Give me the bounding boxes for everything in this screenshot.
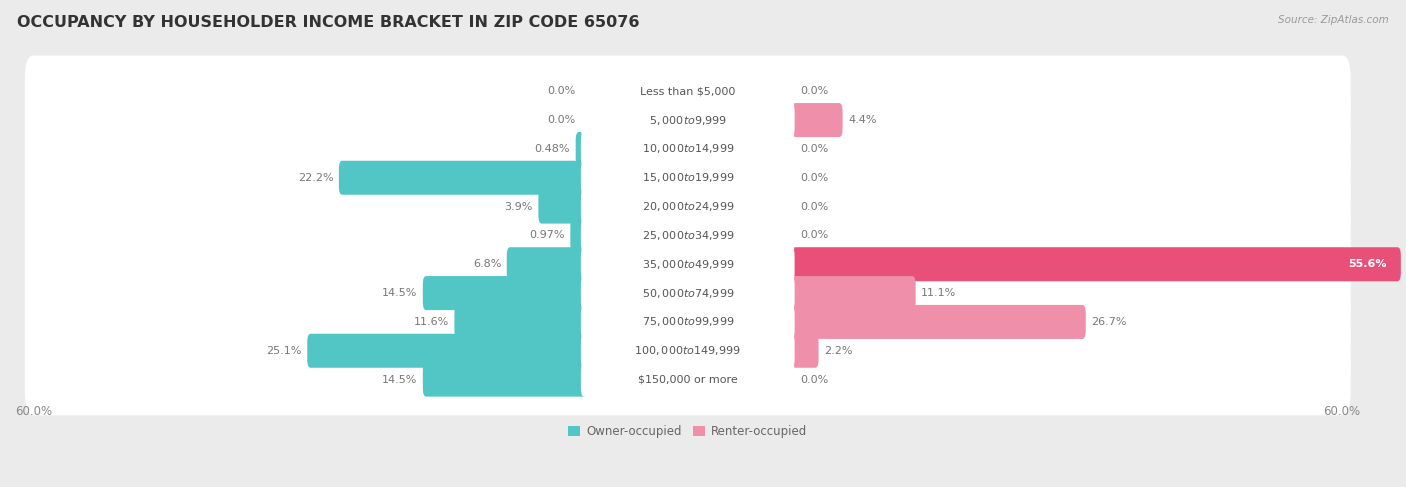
FancyBboxPatch shape: [25, 113, 1351, 185]
Text: 14.5%: 14.5%: [382, 375, 418, 385]
Text: 25.1%: 25.1%: [266, 346, 302, 356]
Text: $75,000 to $99,999: $75,000 to $99,999: [641, 316, 734, 328]
Text: 22.2%: 22.2%: [298, 173, 333, 183]
Text: 6.8%: 6.8%: [472, 259, 502, 269]
Text: $100,000 to $149,999: $100,000 to $149,999: [634, 344, 741, 357]
FancyBboxPatch shape: [575, 132, 588, 166]
FancyBboxPatch shape: [25, 315, 1351, 387]
Text: $20,000 to $24,999: $20,000 to $24,999: [641, 200, 734, 213]
Text: $25,000 to $34,999: $25,000 to $34,999: [641, 229, 734, 242]
FancyBboxPatch shape: [789, 103, 842, 137]
FancyBboxPatch shape: [339, 161, 588, 195]
FancyBboxPatch shape: [789, 276, 915, 310]
FancyBboxPatch shape: [571, 218, 588, 252]
FancyBboxPatch shape: [25, 344, 1351, 415]
Text: 11.6%: 11.6%: [413, 317, 449, 327]
FancyBboxPatch shape: [581, 247, 794, 281]
FancyBboxPatch shape: [581, 103, 794, 137]
Text: 0.48%: 0.48%: [534, 144, 571, 154]
FancyBboxPatch shape: [25, 56, 1351, 127]
Text: 3.9%: 3.9%: [505, 202, 533, 211]
Text: $15,000 to $19,999: $15,000 to $19,999: [641, 171, 734, 184]
Text: 0.0%: 0.0%: [800, 375, 828, 385]
FancyBboxPatch shape: [25, 142, 1351, 213]
FancyBboxPatch shape: [581, 334, 794, 368]
FancyBboxPatch shape: [538, 189, 588, 224]
FancyBboxPatch shape: [25, 286, 1351, 357]
FancyBboxPatch shape: [506, 247, 588, 281]
FancyBboxPatch shape: [789, 334, 818, 368]
Text: 0.0%: 0.0%: [800, 86, 828, 96]
FancyBboxPatch shape: [581, 189, 794, 224]
FancyBboxPatch shape: [789, 305, 1085, 339]
Text: 11.1%: 11.1%: [921, 288, 956, 298]
Text: 4.4%: 4.4%: [848, 115, 876, 125]
FancyBboxPatch shape: [581, 74, 794, 108]
Text: 2.2%: 2.2%: [824, 346, 852, 356]
FancyBboxPatch shape: [423, 363, 588, 396]
FancyBboxPatch shape: [581, 305, 794, 339]
Text: 0.0%: 0.0%: [800, 202, 828, 211]
FancyBboxPatch shape: [454, 305, 588, 339]
Text: $5,000 to $9,999: $5,000 to $9,999: [648, 113, 727, 127]
Text: $50,000 to $74,999: $50,000 to $74,999: [641, 286, 734, 300]
FancyBboxPatch shape: [581, 363, 794, 396]
FancyBboxPatch shape: [581, 161, 794, 195]
Text: Source: ZipAtlas.com: Source: ZipAtlas.com: [1278, 15, 1389, 25]
Text: 0.0%: 0.0%: [800, 230, 828, 241]
FancyBboxPatch shape: [581, 276, 794, 310]
Text: 0.0%: 0.0%: [547, 115, 575, 125]
FancyBboxPatch shape: [423, 276, 588, 310]
FancyBboxPatch shape: [25, 84, 1351, 156]
Text: 0.97%: 0.97%: [530, 230, 565, 241]
Text: 26.7%: 26.7%: [1091, 317, 1126, 327]
FancyBboxPatch shape: [25, 228, 1351, 300]
FancyBboxPatch shape: [789, 247, 1400, 281]
FancyBboxPatch shape: [581, 132, 794, 166]
Text: Less than $5,000: Less than $5,000: [640, 86, 735, 96]
FancyBboxPatch shape: [25, 171, 1351, 243]
FancyBboxPatch shape: [25, 200, 1351, 271]
Legend: Owner-occupied, Renter-occupied: Owner-occupied, Renter-occupied: [564, 420, 813, 443]
Text: $150,000 or more: $150,000 or more: [638, 375, 738, 385]
Text: 55.6%: 55.6%: [1348, 259, 1386, 269]
Text: 14.5%: 14.5%: [382, 288, 418, 298]
FancyBboxPatch shape: [581, 218, 794, 252]
FancyBboxPatch shape: [308, 334, 588, 368]
Text: 0.0%: 0.0%: [800, 144, 828, 154]
Text: 0.0%: 0.0%: [800, 173, 828, 183]
Text: OCCUPANCY BY HOUSEHOLDER INCOME BRACKET IN ZIP CODE 65076: OCCUPANCY BY HOUSEHOLDER INCOME BRACKET …: [17, 15, 640, 30]
Text: 0.0%: 0.0%: [547, 86, 575, 96]
Text: $35,000 to $49,999: $35,000 to $49,999: [641, 258, 734, 271]
FancyBboxPatch shape: [25, 257, 1351, 329]
Text: $10,000 to $14,999: $10,000 to $14,999: [641, 142, 734, 155]
